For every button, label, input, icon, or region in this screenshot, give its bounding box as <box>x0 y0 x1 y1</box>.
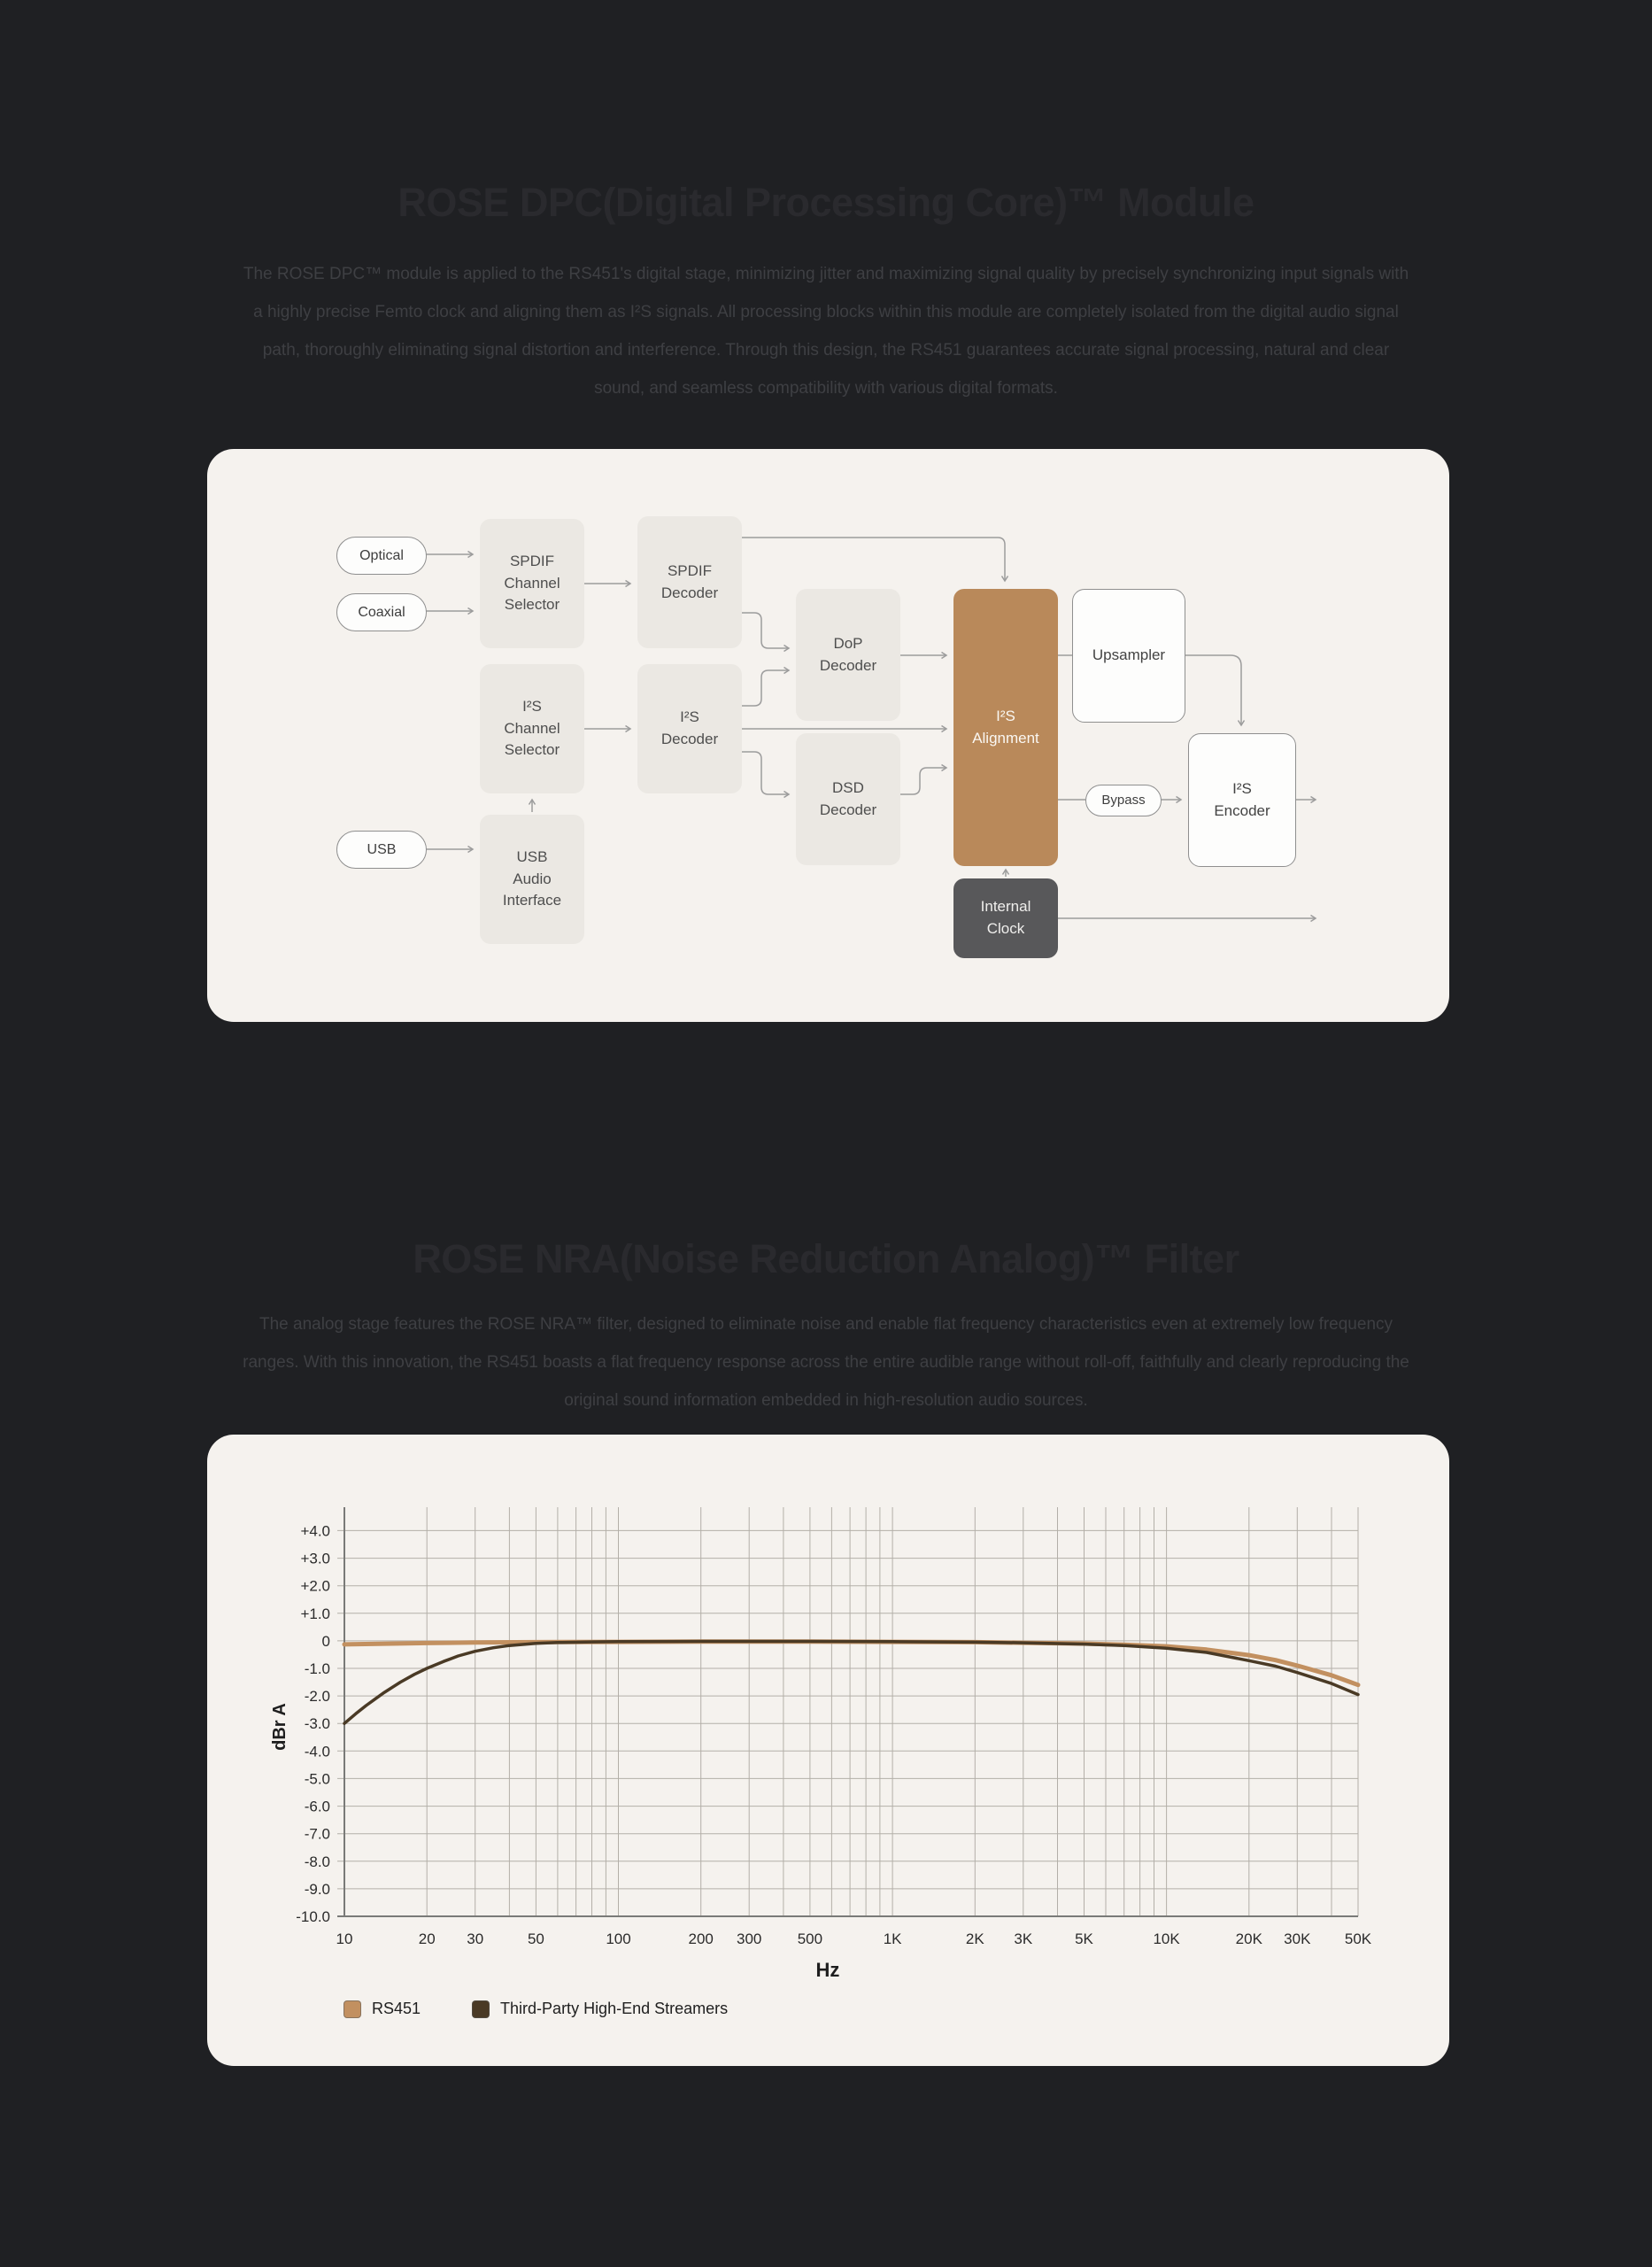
nra-heading: ROSE NRA(Noise Reduction Analog)™ Filter <box>413 1236 1239 1281</box>
dpc-heading: ROSE DPC(Digital Processing Core)™ Modul… <box>398 180 1254 225</box>
dpc-paragraph: The ROSE DPC™ module is applied to the R… <box>243 265 1409 398</box>
svg-text:-6.0: -6.0 <box>305 1799 330 1815</box>
x-axis-label: Hz <box>816 1959 840 1981</box>
block-i2s-alignment: I²S Alignment <box>953 589 1058 866</box>
svg-text:200: 200 <box>689 1930 714 1947</box>
block-internal-clock: Internal Clock <box>953 878 1058 958</box>
svg-text:50: 50 <box>528 1930 544 1947</box>
svg-text:100: 100 <box>606 1930 630 1947</box>
svg-text:-4.0: -4.0 <box>305 1743 330 1760</box>
chart-curves <box>342 1639 1361 1725</box>
svg-text:+2.0: +2.0 <box>300 1578 330 1595</box>
svg-text:-1.0: -1.0 <box>305 1660 330 1677</box>
input-coaxial: Coaxial <box>336 593 427 631</box>
block-i2s-channel-selector: I²S Channel Selector <box>480 664 584 793</box>
svg-text:1K: 1K <box>884 1930 902 1947</box>
svg-text:10: 10 <box>336 1930 353 1947</box>
svg-text:-8.0: -8.0 <box>305 1853 330 1870</box>
svg-text:+1.0: +1.0 <box>300 1605 330 1622</box>
block-usb-audio-interface: USB Audio Interface <box>480 815 584 944</box>
svg-text:-7.0: -7.0 <box>305 1826 330 1843</box>
dpc-diagram-card: Optical Coaxial USB SPDIF Channel Select… <box>207 449 1449 1022</box>
block-dop-decoder: DoP Decoder <box>796 589 900 721</box>
diagram-wires <box>425 537 1317 923</box>
svg-text:-5.0: -5.0 <box>305 1770 330 1787</box>
block-spdif-channel-selector: SPDIF Channel Selector <box>480 519 584 648</box>
block-spdif-decoder: SPDIF Decoder <box>637 516 742 648</box>
chart-legend: RS451 Third-Party High-End Streamers <box>344 2000 728 2018</box>
svg-text:30K: 30K <box>1284 1930 1311 1947</box>
svg-text:-2.0: -2.0 <box>305 1688 330 1705</box>
svg-text:500: 500 <box>798 1930 822 1947</box>
chart-tick-labels: +4.0 +3.0 +2.0 +1.0 0 -1.0 -2.0 -3.0 -4.0 -5.0 -6.… <box>296 1522 1372 1947</box>
nra-paragraph: The analog stage features the ROSE NRA™ … <box>243 1315 1409 1410</box>
svg-text:-9.0: -9.0 <box>305 1881 330 1898</box>
block-i2s-encoder: I²S Encoder <box>1188 733 1296 867</box>
svg-text:+4.0: +4.0 <box>300 1522 330 1539</box>
svg-text:-10.0: -10.0 <box>296 1908 330 1925</box>
svg-text:0: 0 <box>322 1633 330 1650</box>
bypass-pill: Bypass <box>1085 785 1162 816</box>
legend-swatch-third-party <box>472 2000 490 2018</box>
legend-label-rs451: RS451 <box>372 2000 421 2017</box>
block-dsd-decoder: DSD Decoder <box>796 733 900 865</box>
svg-text:3K: 3K <box>1014 1930 1032 1947</box>
svg-text:5K: 5K <box>1075 1930 1093 1947</box>
svg-text:20K: 20K <box>1236 1930 1263 1947</box>
svg-text:20: 20 <box>419 1930 436 1947</box>
svg-text:30: 30 <box>467 1930 483 1947</box>
block-upsampler: Upsampler <box>1072 589 1185 723</box>
legend-swatch-rs451 <box>344 2000 361 2018</box>
frequency-response-card: +4.0 +3.0 +2.0 +1.0 0 -1.0 -2.0 -3.0 -4.0 -5.0 -6.… <box>207 1435 1449 2066</box>
svg-text:300: 300 <box>737 1930 761 1947</box>
legend-item-third-party: Third-Party High-End Streamers <box>472 2000 728 2018</box>
legend-item-rs451: RS451 <box>344 2000 421 2018</box>
block-i2s-decoder: I²S Decoder <box>637 664 742 793</box>
input-usb: USB <box>336 831 427 869</box>
legend-label-third-party: Third-Party High-End Streamers <box>500 2000 729 2017</box>
frequency-response-chart: +4.0 +3.0 +2.0 +1.0 0 -1.0 -2.0 -3.0 -4.0 -5.0 -6.… <box>270 1507 1372 1981</box>
chart-grid <box>337 1507 1359 1917</box>
svg-text:2K: 2K <box>966 1930 984 1947</box>
svg-text:+3.0: +3.0 <box>300 1551 330 1567</box>
svg-text:10K: 10K <box>1153 1930 1180 1947</box>
y-axis-label: dBr A <box>270 1703 289 1751</box>
input-optical: Optical <box>336 537 427 575</box>
svg-text:50K: 50K <box>1345 1930 1372 1947</box>
svg-text:-3.0: -3.0 <box>305 1715 330 1732</box>
